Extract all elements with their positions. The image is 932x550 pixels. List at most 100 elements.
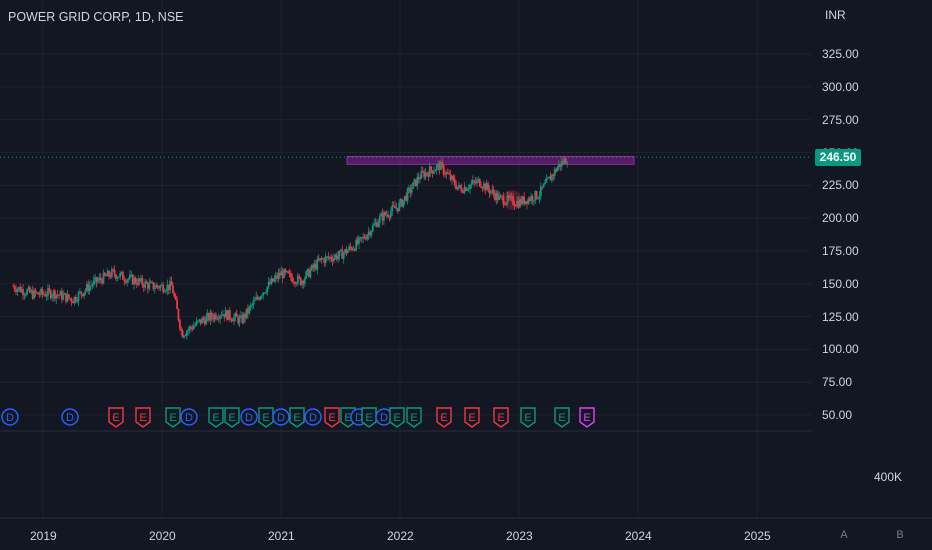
candle-body (216, 318, 219, 320)
candle-body (148, 282, 151, 289)
earnings-marker[interactable]: E (464, 407, 480, 428)
candle-body (106, 270, 109, 277)
candle-body (101, 280, 104, 284)
earnings-marker[interactable]: E (208, 407, 224, 428)
earnings-marker[interactable]: E (493, 407, 509, 428)
log-scale-button[interactable]: B (896, 529, 904, 541)
candle-body (73, 296, 76, 304)
candle-body (341, 249, 344, 259)
candle-body (338, 250, 341, 256)
earnings-marker[interactable]: E (436, 407, 452, 428)
candle-body (221, 314, 224, 316)
time-tick-label: 2019 (30, 529, 57, 543)
earnings-marker[interactable]: E (165, 407, 181, 428)
candle-body (538, 195, 541, 199)
candle-body (302, 280, 305, 284)
candle-body (541, 186, 544, 188)
candle-body (224, 310, 227, 318)
candle-body (492, 189, 495, 194)
dividend-marker[interactable]: D (304, 408, 322, 426)
candle-body (41, 288, 44, 294)
candle-body (462, 191, 464, 193)
candle-body (184, 335, 187, 337)
candle-body (196, 320, 199, 322)
candle-body (344, 249, 346, 254)
candle-body (152, 282, 155, 290)
svg-text:E: E (212, 412, 219, 424)
candle-body (353, 248, 356, 251)
candle-body (31, 290, 34, 299)
dividend-marker[interactable]: D (61, 408, 79, 426)
candle-body (38, 294, 41, 296)
candle-body (521, 196, 524, 204)
earnings-marker[interactable]: E (389, 407, 405, 428)
candle-body (421, 170, 424, 173)
candle-body (234, 313, 237, 317)
earnings-marker[interactable]: E (289, 407, 305, 428)
dividend-marker[interactable]: D (180, 408, 198, 426)
candle-body (217, 318, 220, 320)
candle-body (131, 274, 134, 285)
earnings-marker[interactable]: E (108, 407, 124, 428)
earnings-marker[interactable]: E (579, 407, 595, 428)
candle-body (315, 263, 317, 270)
candle-body (537, 198, 539, 200)
svg-text:E: E (440, 412, 447, 424)
candle-body (524, 200, 527, 204)
candle-body (135, 283, 138, 285)
candle-body (54, 290, 56, 299)
candle-body (383, 212, 385, 221)
candle-body (58, 294, 60, 296)
svg-text:D: D (6, 412, 14, 424)
earnings-marker[interactable]: E (324, 407, 340, 428)
candle-body (445, 172, 448, 175)
candle-body (128, 274, 131, 279)
candle-body (323, 258, 326, 263)
candle-body (555, 169, 557, 172)
candle-body (507, 194, 510, 198)
candle-body (463, 187, 466, 193)
candle-body (133, 278, 135, 285)
price-tick-label: 50.00 (822, 408, 853, 422)
earnings-marker[interactable]: E (258, 407, 274, 428)
dividend-marker[interactable]: D (1, 408, 19, 426)
candle-body (562, 161, 564, 164)
earnings-marker[interactable]: E (554, 407, 570, 428)
dividend-marker[interactable]: D (272, 408, 290, 426)
candle-body (484, 183, 487, 191)
candle-body (256, 296, 259, 299)
candle-body (519, 199, 521, 208)
resistance-zone[interactable] (346, 155, 635, 165)
candle-body (384, 212, 387, 216)
candle-body (453, 179, 456, 185)
svg-text:E: E (410, 412, 417, 424)
earnings-marker[interactable]: E (361, 407, 377, 428)
candle-body (494, 193, 496, 200)
price-tick-label: 125.00 (822, 309, 859, 324)
candle-body (244, 314, 247, 318)
candle-body (208, 313, 210, 321)
candle-body (227, 310, 230, 320)
candle-body (253, 299, 256, 302)
price-tick-label: 100.00 (822, 342, 859, 357)
dividend-marker[interactable]: D (240, 408, 258, 426)
candle-body (223, 314, 226, 318)
candle-body (499, 195, 502, 197)
earnings-marker[interactable]: E (406, 407, 422, 428)
auto-scale-button[interactable]: A (840, 529, 848, 541)
candle-body (44, 294, 47, 297)
candle-body (345, 249, 348, 254)
symbol-title[interactable]: POWER GRID CORP, 1D, NSE (8, 10, 184, 24)
candle-body (226, 310, 228, 320)
earnings-marker[interactable]: E (135, 407, 151, 428)
candle-body (294, 282, 296, 285)
candle-body (273, 278, 276, 282)
earnings-marker[interactable]: E (224, 407, 240, 428)
candle-body (291, 277, 294, 282)
earnings-marker[interactable]: E (520, 407, 536, 428)
candle-body (120, 272, 123, 274)
candle-body (455, 184, 458, 190)
candle-body (402, 199, 405, 207)
